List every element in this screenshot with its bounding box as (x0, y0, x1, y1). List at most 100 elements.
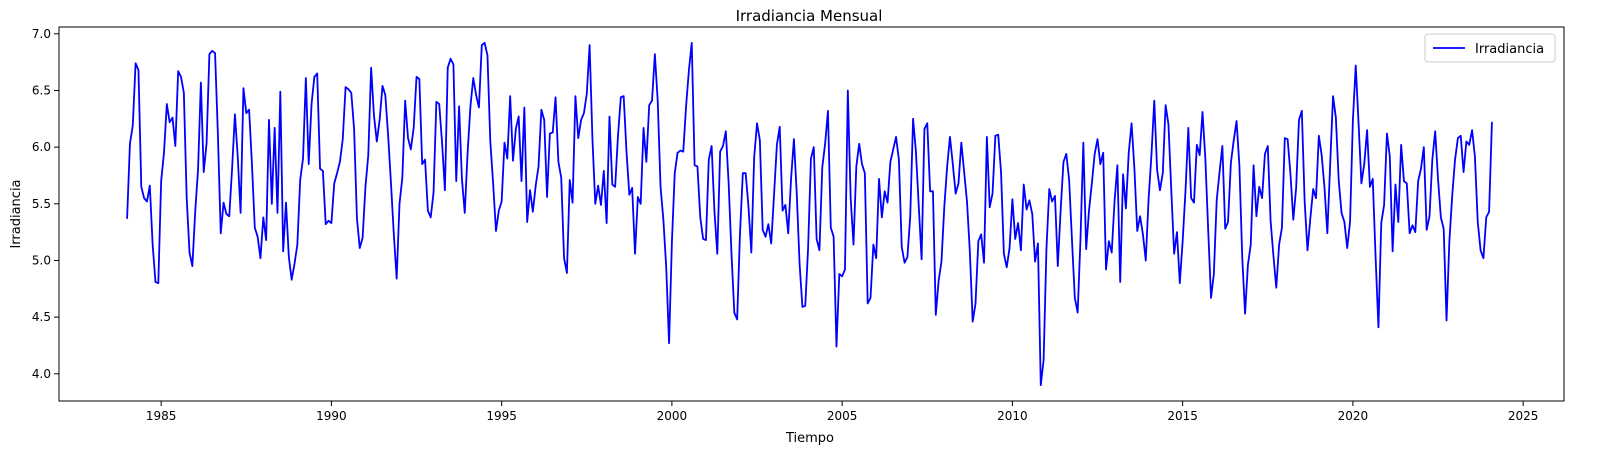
data-point (1380, 222, 1382, 224)
data-point (1173, 253, 1175, 255)
data-point (688, 69, 690, 71)
data-point (259, 257, 262, 259)
data-point (1335, 117, 1337, 119)
data-point (1417, 180, 1419, 182)
data-point (1193, 202, 1195, 204)
data-point (1318, 135, 1320, 137)
data-point (708, 159, 710, 161)
data-point (186, 197, 188, 199)
data-point (685, 105, 687, 107)
data-point (886, 202, 889, 204)
data-point (1043, 359, 1045, 361)
data-point (855, 165, 857, 167)
data-point (1329, 163, 1331, 165)
data-point (1304, 200, 1306, 203)
data-point (271, 203, 273, 205)
data-point (540, 109, 542, 111)
data-point (279, 91, 281, 93)
y-tick-label: 5.5 (32, 197, 51, 211)
data-point (1267, 145, 1269, 147)
data-point (441, 142, 443, 144)
data-point (449, 58, 452, 60)
data-point (1400, 144, 1402, 146)
data-point (1323, 187, 1326, 189)
data-point (237, 156, 239, 158)
data-point (1258, 186, 1260, 188)
data-point (844, 268, 846, 271)
plot-frame (58, 26, 1565, 402)
data-point (736, 318, 738, 320)
data-point (1116, 164, 1118, 166)
data-point (1153, 100, 1155, 102)
data-point (991, 193, 994, 195)
data-point (1162, 172, 1164, 174)
x-tick-label: 2020 (1338, 409, 1369, 423)
data-point (1235, 120, 1238, 122)
data-point (194, 211, 196, 213)
data-point (1000, 171, 1002, 173)
data-point (716, 253, 718, 255)
data-point (1196, 144, 1198, 146)
data-point (1270, 220, 1272, 222)
data-point (1255, 215, 1258, 217)
data-point (566, 272, 568, 274)
data-point (146, 200, 148, 203)
data-point (963, 171, 965, 173)
data-point (336, 172, 338, 174)
data-point (1321, 154, 1323, 156)
data-point (753, 156, 755, 158)
data-point (725, 130, 727, 132)
data-point (852, 244, 855, 246)
data-point (779, 126, 781, 128)
data-point (1457, 137, 1459, 139)
data-point (1414, 231, 1416, 233)
data-point (972, 321, 974, 323)
data-point (435, 101, 437, 103)
data-point (333, 182, 335, 184)
data-point (1079, 238, 1082, 240)
data-point (1122, 173, 1124, 175)
data-point (935, 314, 937, 316)
data-point (920, 258, 923, 260)
data-point (830, 227, 832, 229)
data-point (938, 280, 940, 282)
data-point (1204, 157, 1206, 160)
chart-title: Irradiancia Mensual (736, 7, 883, 25)
data-point (327, 220, 330, 222)
data-point (821, 166, 823, 169)
data-point (881, 216, 883, 218)
x-axis: 1985 1990 1995 2000 2005 2010 2015 2020 2025 (146, 401, 1538, 423)
data-point (1445, 319, 1448, 322)
data-point (222, 202, 225, 204)
data-point (1366, 129, 1368, 131)
data-point (1252, 164, 1255, 166)
data-point (245, 112, 247, 114)
data-point (390, 182, 392, 184)
data-point (625, 151, 628, 153)
data-point (1431, 159, 1433, 161)
data-point (376, 140, 378, 143)
data-point (620, 96, 622, 98)
data-point (217, 134, 219, 136)
data-point (1145, 259, 1147, 262)
data-point (373, 114, 375, 116)
data-point (1349, 221, 1351, 223)
data-point (325, 223, 327, 225)
data-point (299, 179, 301, 181)
data-point (532, 211, 534, 213)
data-point (1025, 208, 1028, 211)
data-point (974, 302, 977, 305)
data-point (1182, 240, 1184, 242)
data-point (747, 206, 750, 208)
data-point (1113, 200, 1116, 203)
data-point (1409, 232, 1411, 234)
data-point (739, 232, 741, 234)
data-point (322, 170, 324, 172)
data-point (1301, 110, 1303, 112)
data-point (898, 159, 900, 161)
data-point (591, 138, 594, 140)
data-point (1210, 297, 1212, 299)
data-point (188, 251, 191, 254)
data-point (1360, 182, 1362, 184)
data-point (171, 117, 174, 119)
